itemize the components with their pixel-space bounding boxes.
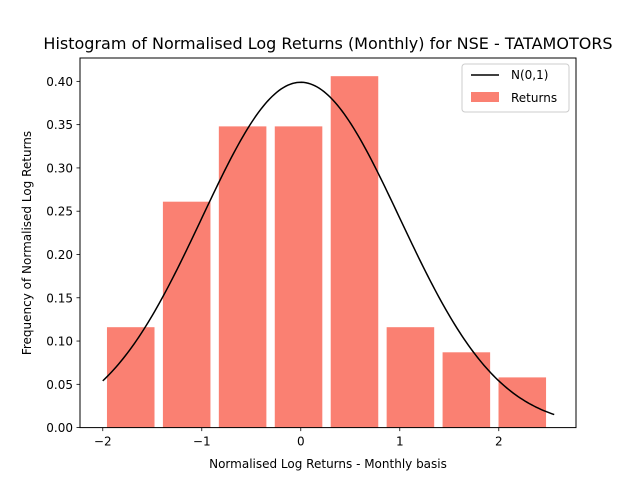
histogram-bar-4 <box>330 76 379 428</box>
curve-group <box>102 81 555 416</box>
plot-frame <box>79 57 577 429</box>
x-tick-label: 2 <box>495 435 503 449</box>
legend-label-curve: N(0,1) <box>511 68 548 82</box>
y-axis-label: Frequency of Normalised Log Returns <box>20 131 34 355</box>
x-tick-label: −2 <box>94 435 112 449</box>
y-tick-label: 0.10 <box>46 335 73 349</box>
histogram-bar-2 <box>218 126 267 428</box>
y-axis-ticks: 0.00 0.05 0.10 0.15 0.20 0.25 0.30 0.35 0.40 <box>46 75 80 435</box>
x-axis-label: Normalised Log Returns - Monthly basis <box>209 457 447 471</box>
chart-title: Histogram of Normalised Log Returns (Mon… <box>43 34 612 53</box>
x-tick-label: 0 <box>297 435 305 449</box>
y-tick-label: 0.00 <box>46 421 73 435</box>
y-tick-label: 0.30 <box>46 161 73 175</box>
histogram-bar-7 <box>498 377 547 428</box>
histogram-bar-6 <box>442 352 491 428</box>
histogram-bar-3 <box>274 126 323 428</box>
y-tick-label: 0.15 <box>46 291 73 305</box>
y-tick-label: 0.40 <box>46 75 73 89</box>
bars-group <box>106 76 547 428</box>
legend-swatch-bar <box>471 92 499 102</box>
histogram-bar-1 <box>162 201 211 428</box>
x-tick-label: −1 <box>193 435 211 449</box>
x-tick-label: 1 <box>396 435 404 449</box>
legend: N(0,1) Returns <box>461 63 570 113</box>
y-tick-label: 0.25 <box>46 205 73 219</box>
y-tick-label: 0.20 <box>46 248 73 262</box>
x-axis-ticks: −2 −1 0 1 2 <box>94 427 503 449</box>
y-tick-label: 0.35 <box>46 118 73 132</box>
y-tick-label: 0.05 <box>46 378 73 392</box>
histogram-bar-5 <box>386 327 435 428</box>
normal-curve-line <box>102 81 555 416</box>
histogram-bar-0 <box>106 327 155 428</box>
legend-label-returns: Returns <box>511 91 557 105</box>
